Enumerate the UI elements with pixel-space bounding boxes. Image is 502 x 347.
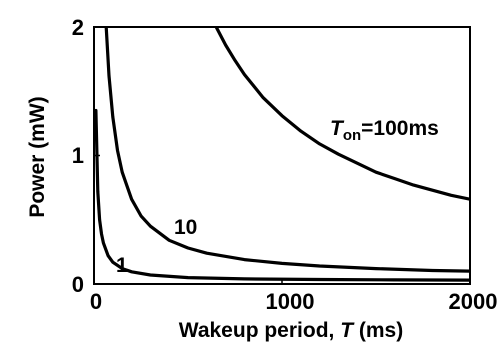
series-label-10: 10 (174, 216, 197, 239)
series-label-100: Ton=100ms (330, 117, 439, 144)
series-line-3 (214, 27, 470, 201)
x-tick-label: 0 (90, 289, 102, 314)
plot-frame (93, 26, 471, 285)
y-tick-label: 1 (72, 143, 84, 168)
series-line-1 (94, 108, 470, 282)
x-axis-label: Wakeup period, T (ms) (179, 319, 403, 342)
series-label-100-rest: =100ms (361, 117, 439, 140)
x-tick-label: 1000 (266, 289, 315, 314)
series-label-100-main: T (330, 117, 345, 140)
y-tick-label: 0 (72, 272, 84, 297)
series-label-100-sub: on (343, 127, 361, 144)
series-line-2 (104, 27, 470, 273)
y-tick-label: 2 (72, 15, 84, 40)
x-tick-label: 2000 (449, 289, 498, 314)
x-axis: 0 1000 2000 (90, 278, 498, 314)
y-axis-label: Power (mW) (26, 96, 49, 217)
series-group (94, 27, 470, 282)
x-axis-label-italic: T (340, 319, 355, 342)
y-axis: 0 1 2 (72, 15, 100, 297)
x-axis-label-post: (ms) (353, 319, 403, 342)
x-axis-label-pre: Wakeup period, (179, 319, 340, 342)
series-label-1: 1 (116, 254, 128, 277)
